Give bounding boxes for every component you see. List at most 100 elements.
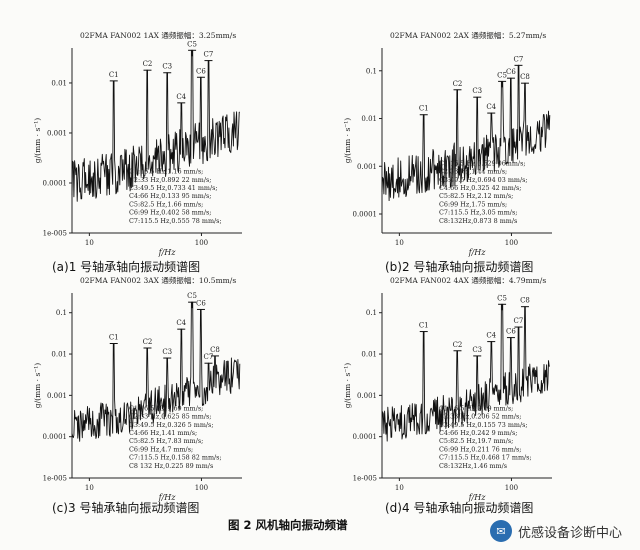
legend-entry: C1:16.5 Hz,1.69 mm/s; [129, 404, 203, 412]
peak-label-c2: C2 [453, 341, 463, 349]
panel-title: 02FMA FAN002 2AX 通频振幅：5.27mm/s [390, 30, 546, 40]
caption-c: (c)3 号轴承轴向振动频谱图 [52, 501, 200, 515]
peak-label-c3: C3 [472, 346, 482, 354]
peak-label-c5: C5 [497, 71, 507, 79]
legend-entry: C5:82.5 Hz,2.12 mm/s; [439, 192, 513, 200]
legend-entry: C6:99 Hz,1.75 mm/s; [439, 200, 507, 208]
legend-entry: C7:115.5 Hz,0.555 78 mm/s; [129, 217, 222, 225]
spectrum-panel-c: 02FMA FAN002 3AX 通频振幅：10.5mm/s 1e-005 0.00… [33, 275, 242, 502]
legend-entry: C2:33 Hz,0.892 22 mm/s; [129, 176, 211, 184]
caption-d: (d)4 号轴承轴向振动频谱图 [385, 501, 534, 515]
caption-a: (a)1 号轴承轴向振动频谱图 [52, 260, 201, 274]
x-tick-label: 10 [395, 484, 404, 492]
legend-entry: C4:66 Hz,0.325 42 mm/s; [439, 184, 521, 192]
peak-label-c8: C8 [210, 346, 220, 354]
y-axis-label: g/(mm · s⁻¹) [343, 118, 352, 163]
peak-label-c7: C7 [514, 55, 524, 63]
legend-entry: C7:115.5 Hz,0.158 82 mm/s; [129, 454, 222, 462]
legend-entry: C6:99 Hz,4.7 mm/s; [129, 445, 193, 453]
x-axis-label: f/Hz [468, 493, 487, 502]
y-tick-label: 0.01 [51, 351, 67, 359]
spectrum-panel-a: 02FMA FAN002 1AX 通频振幅：3.25mm/s 1e-005 0.00… [33, 30, 242, 257]
legend-entry: C6:99 Hz,0.402 58 mm/s; [129, 209, 211, 217]
peak-label-c6: C6 [196, 67, 206, 75]
y-tick-label: 0.1 [366, 67, 377, 75]
peak-label-c8: C8 [520, 73, 530, 81]
x-tick-label: 10 [395, 239, 404, 247]
peak-label-c3: C3 [472, 87, 482, 95]
x-axis-label: f/Hz [468, 248, 487, 257]
peak-label-c1: C1 [109, 71, 119, 79]
legend-entry: C7:115.5 Hz,3.05 mm/s; [439, 209, 517, 217]
legend-entry: C8:132Hz,0.873 8 mm/s [439, 217, 517, 225]
peak-label-c2: C2 [143, 60, 153, 68]
caption-b: (b)2 号轴承轴向振动频谱图 [385, 260, 534, 274]
legend-entry: C8:132Hz,1.46 mm/s [439, 462, 507, 470]
figure-title: 图 2 风机轴向振动频谱 [228, 518, 348, 532]
spectrum-panel-b: 02FMA FAN002 2AX 通频振幅：5.27mm/s 0.0001 0.00… [343, 30, 552, 257]
peak-label-c3: C3 [162, 63, 172, 71]
x-tick-label: 100 [505, 239, 518, 247]
x-tick-label: 100 [195, 239, 208, 247]
peak-label-c7: C7 [514, 317, 524, 325]
legend-entry: C4:66 Hz,0.133 95 mm/s; [129, 192, 211, 200]
x-tick-label: 10 [85, 239, 94, 247]
peak-label-c6: C6 [506, 68, 516, 76]
y-tick-label: 1e-005 [43, 475, 67, 483]
x-tick-label: 100 [195, 484, 208, 492]
legend-entry: C6:99 Hz,0.211 76 mm/s; [439, 445, 521, 453]
peak-label-c6: C6 [196, 299, 206, 307]
peak-label-c5: C5 [497, 294, 507, 302]
wechat-logo-icon: ✉ [489, 520, 512, 542]
legend-entry: C2:33 Hz,1.44 mm/s; [439, 168, 507, 176]
legend-entry: C3:49.5 Hz,0.733 41 mm/s; [129, 184, 218, 192]
peak-label-c1: C1 [419, 322, 429, 330]
x-tick-label: 100 [505, 484, 518, 492]
peak-label-c2: C2 [453, 80, 463, 88]
spectrum-line [381, 303, 550, 442]
legend-entry: C5:82.5 Hz,7.83 mm/s; [129, 437, 203, 445]
y-tick-label: 0.01 [361, 351, 377, 359]
watermark: ✉ 优感设备诊断中心 [489, 520, 622, 542]
y-tick-label: 0.0001 [43, 179, 68, 187]
legend-entry: C3:49.5 Hz,0.155 73 mm/s; [439, 421, 528, 429]
y-axis-label: g/(mm · s⁻¹) [33, 363, 42, 408]
legend-entry: C1:16.5 Hz,2.19 mm/s; [439, 404, 513, 412]
panel-title: 02FMA FAN002 3AX 通频振幅：10.5mm/s [80, 275, 236, 285]
y-axis-label: g/(mm · s⁻¹) [33, 118, 42, 163]
legend-entry: C3:49.5 Hz,0.694 03 mm/s; [439, 176, 528, 184]
y-tick-label: 0.001 [357, 392, 377, 400]
legend-entry: C7:115.5 Hz,0.468 17 mm/s; [439, 454, 532, 462]
spectrum-panel-d: 02FMA FAN002 4AX 通频振幅：4.79mm/s 1e-005 0.00… [343, 275, 552, 502]
panel-title: 02FMA FAN002 1AX 通频振幅：3.25mm/s [80, 30, 236, 40]
peak-label-c1: C1 [109, 333, 119, 341]
y-tick-label: 0.001 [357, 163, 377, 171]
peak-label-c4: C4 [486, 103, 496, 111]
legend-entry: C1:16.5 Hz,1.16 mm/s; [129, 168, 203, 176]
peak-label-c8: C8 [520, 297, 530, 305]
peak-label-c6: C6 [506, 328, 516, 336]
legend-entry: C2:33 Hz,0.206 52 mm/s; [439, 413, 521, 421]
y-tick-label: 1e-005 [43, 230, 67, 238]
y-tick-label: 0.0001 [353, 433, 378, 441]
spectrum-line [381, 64, 551, 202]
y-tick-label: 0.1 [56, 309, 67, 317]
x-axis-label: f/Hz [158, 493, 177, 502]
y-tick-label: 0.1 [366, 309, 377, 317]
spectrum-line [71, 49, 241, 202]
watermark-text: 优感设备诊断中心 [517, 525, 622, 541]
y-axis-label: g/(mm · s⁻¹) [343, 363, 352, 408]
legend-entry: C1:16.5 Hz,0.529 06mm/s; [439, 159, 526, 167]
peak-label-c5: C5 [187, 292, 197, 300]
x-tick-label: 10 [85, 484, 94, 492]
y-tick-label: 0.001 [47, 129, 67, 137]
legend-entry: C5:82.5 Hz,1.66 mm/s; [129, 200, 203, 208]
legend-entry: C3:49.5 Hz,0.326 5 mm/s; [129, 421, 213, 429]
legend-entry: C8 132 Hz,0.225 89 mm/s [129, 462, 213, 470]
peak-label-c2: C2 [143, 338, 153, 346]
y-tick-label: 0.001 [47, 392, 67, 400]
peak-label-c3: C3 [162, 348, 172, 356]
peak-label-c7: C7 [204, 353, 214, 361]
legend-entry: C5:82.5 Hz,19.7 mm/s; [439, 437, 513, 445]
